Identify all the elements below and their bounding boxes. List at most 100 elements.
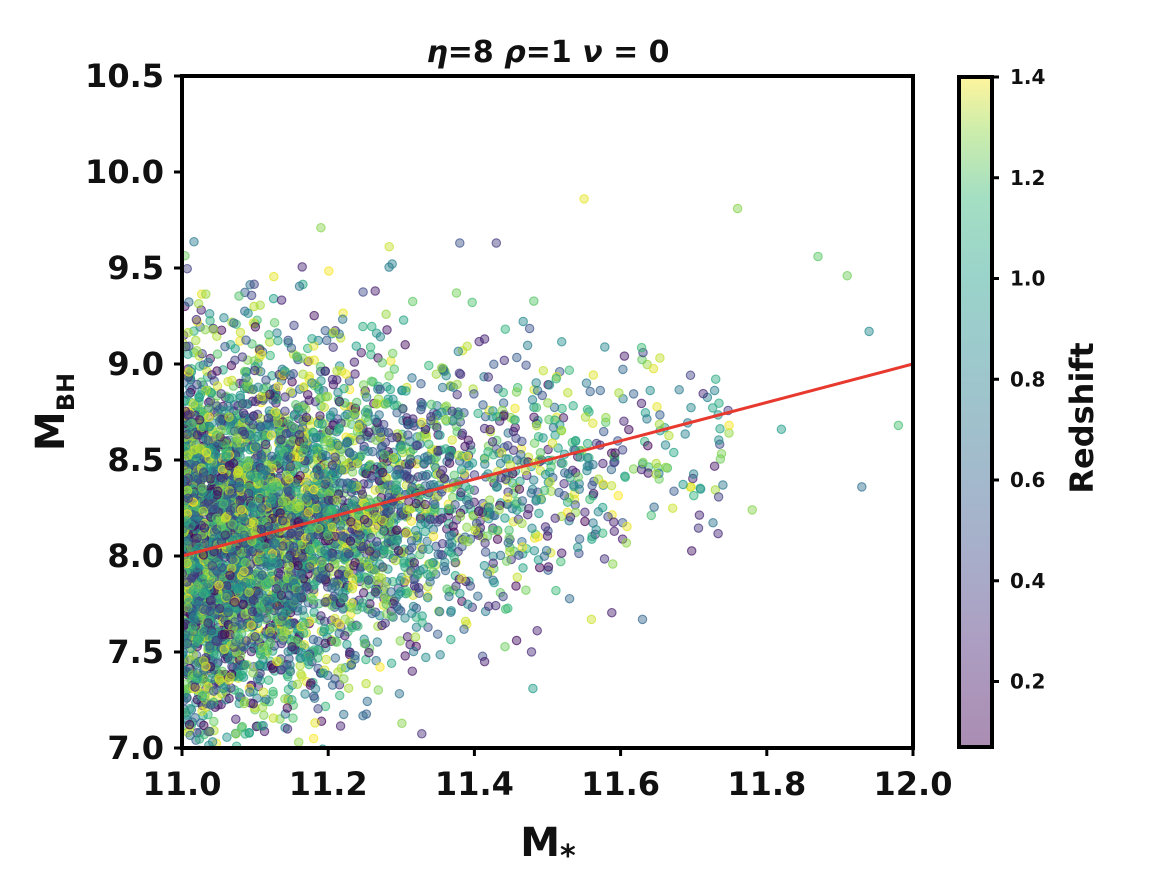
scatter-point (294, 429, 305, 440)
scatter-point (531, 402, 542, 413)
scatter-point (245, 687, 255, 697)
scatter-point (449, 552, 459, 562)
scatter-point (456, 465, 467, 475)
scatter-point (297, 671, 307, 681)
scatter-point (601, 412, 611, 423)
scatter-point (529, 412, 539, 422)
scatter-point (270, 407, 281, 417)
scatter-point (308, 634, 319, 645)
scatter-point (652, 402, 662, 412)
scatter-point (182, 263, 192, 274)
scatter-point (201, 447, 212, 458)
scatter-point (348, 450, 359, 461)
scatter-point (380, 618, 390, 628)
scatter-point (391, 470, 401, 480)
scatter-point (384, 241, 394, 252)
scatter-point (265, 350, 275, 361)
scatter-point (464, 499, 474, 510)
scatter-point (534, 562, 545, 573)
scatter-point (237, 620, 248, 631)
scatter-point (477, 651, 488, 662)
scatter-point (257, 702, 268, 713)
scatter-point (216, 389, 226, 399)
scatter-point (338, 709, 349, 720)
scatter-point (443, 504, 454, 514)
scatter-point (317, 487, 328, 498)
scatter-point (607, 607, 617, 618)
scatter-point (467, 297, 477, 308)
scatter-point (405, 418, 415, 428)
scatter-point (364, 427, 374, 438)
scatter-point (298, 369, 308, 379)
scatter-point (308, 433, 318, 443)
scatter-point (643, 440, 653, 451)
scatter-point (595, 385, 606, 396)
scatter-point (667, 503, 678, 513)
scatter-point (190, 682, 200, 692)
scatter-point (407, 296, 418, 307)
scatter-point (537, 390, 548, 401)
scatter-point (256, 349, 267, 360)
scatter-point (195, 475, 206, 486)
scatter-point (462, 341, 472, 351)
scatter-point (315, 393, 325, 404)
scatter-point (446, 605, 456, 616)
scatter-point (498, 591, 508, 602)
scatter-point (582, 438, 593, 449)
scatter-point (693, 523, 704, 533)
scatter-point (260, 439, 271, 450)
scatter-point (328, 342, 338, 353)
scatter-point (370, 414, 380, 424)
scatter-point (381, 599, 392, 610)
scatter-point (250, 632, 260, 642)
scatter-point (542, 531, 553, 541)
scatter-point (281, 607, 291, 618)
scatter-point (544, 380, 555, 390)
scatter-point (457, 428, 468, 439)
scatter-point (437, 382, 448, 393)
scatter-point (416, 379, 426, 389)
scatter-point (457, 573, 467, 584)
scatter-point (358, 711, 368, 721)
scatter-point (194, 734, 205, 744)
scatter-point (386, 611, 397, 622)
scatter-point (214, 580, 224, 590)
scatter-point (241, 335, 251, 345)
scatter-point (297, 262, 307, 272)
scatter-point (512, 352, 522, 363)
scatter-point (233, 522, 244, 533)
scatter-point (323, 530, 333, 541)
scatter-point (259, 710, 269, 720)
scatter-point (364, 647, 374, 658)
scatter-point (229, 597, 240, 607)
scatter-point (395, 586, 406, 597)
scatter-point (518, 316, 528, 327)
scatter-point (527, 523, 537, 534)
scatter-point (349, 409, 360, 419)
scatter-point (265, 761, 273, 769)
scatter-point (214, 416, 225, 426)
scatter-point (609, 526, 620, 537)
scatter-point (321, 654, 331, 665)
scatter-point (309, 310, 319, 321)
scatter-point (185, 459, 196, 469)
scatter-point (203, 435, 213, 446)
scatter-point (221, 452, 231, 462)
scatter-point (248, 698, 258, 709)
scatter-point (556, 337, 567, 347)
scatter-point (220, 341, 230, 352)
scatter-point (240, 660, 250, 670)
scatter-point (416, 519, 426, 530)
scatter-point (359, 514, 370, 525)
scatter-point (337, 314, 348, 325)
scatter-point (182, 638, 193, 649)
scatter-point (231, 729, 241, 739)
scatter-point (642, 414, 652, 424)
scatter-point (324, 266, 334, 276)
scatter-point (268, 293, 279, 304)
scatter-point (482, 569, 493, 579)
scatter-point (346, 603, 356, 613)
scatter-point (363, 461, 374, 472)
scatter-point (267, 566, 277, 576)
